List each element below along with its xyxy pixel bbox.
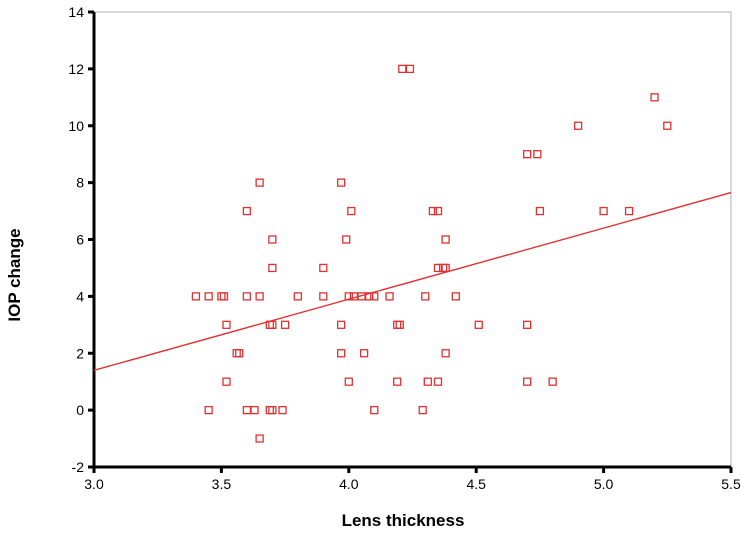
data-point (441, 235, 450, 244)
data-point (433, 206, 443, 216)
data-point (365, 292, 374, 301)
data-point (337, 349, 346, 358)
data-point (370, 405, 379, 415)
data-point (191, 292, 201, 301)
data-point (344, 292, 353, 301)
data-point (268, 405, 277, 415)
data-point (219, 292, 229, 301)
y-tick-label: 0 (76, 402, 84, 418)
data-point (255, 178, 264, 187)
data-point (337, 320, 346, 329)
data-point (250, 405, 259, 415)
data-point (523, 377, 532, 386)
data-point (222, 320, 231, 329)
data-point (319, 263, 328, 273)
x-tick-label: 5.0 (594, 476, 614, 492)
data-point (441, 263, 450, 273)
data-point (474, 320, 483, 329)
data-point (235, 349, 244, 358)
data-point (663, 121, 672, 130)
data-point (268, 320, 277, 329)
data-point (624, 206, 634, 216)
data-point (393, 377, 402, 386)
data-point (433, 377, 443, 386)
data-point (423, 377, 432, 386)
regression-line-group (93, 191, 732, 371)
y-tick-label: -2 (72, 459, 85, 475)
data-point (222, 377, 231, 386)
data-point (451, 292, 460, 301)
data-point (204, 292, 213, 301)
data-point (395, 320, 404, 329)
y-tick-label: 12 (68, 61, 84, 77)
data-point (405, 64, 415, 74)
data-point (441, 349, 450, 358)
y-axis-title: IOP change (5, 228, 24, 321)
data-point (370, 292, 379, 301)
y-tick-label: 2 (76, 345, 84, 361)
x-tick-label: 4.0 (339, 476, 359, 492)
data-point (278, 405, 287, 415)
x-axis-title: Lens thickness (342, 511, 465, 530)
data-point (255, 434, 264, 443)
y-tick-label: 4 (76, 288, 84, 304)
data-point (421, 292, 430, 301)
data-point (523, 320, 532, 329)
data-point (255, 292, 264, 301)
x-axis-ticks: 3.0 3.5 4.0 4.5 5.0 5.5 (84, 467, 741, 492)
y-axis-ticks: -2 0 2 4 6 8 10 12 14 (68, 4, 94, 475)
y-tick-label: 8 (76, 175, 84, 191)
data-point (535, 206, 545, 216)
x-tick-label: 5.5 (721, 476, 741, 492)
regression-line (93, 191, 732, 371)
data-point (418, 405, 427, 415)
data-point (344, 377, 353, 386)
data-point (242, 206, 252, 216)
y-tick-label: 6 (76, 232, 84, 248)
x-tick-label: 3.5 (212, 476, 232, 492)
data-point (293, 292, 302, 301)
data-point (548, 377, 557, 386)
data-point (268, 235, 277, 244)
data-point (319, 292, 328, 301)
y-tick-label: 10 (68, 118, 84, 134)
data-point (347, 206, 356, 216)
data-point (337, 178, 346, 187)
data-point (268, 263, 277, 273)
data-point (573, 121, 583, 130)
x-tick-label: 3.0 (84, 476, 104, 492)
data-point (650, 93, 659, 102)
data-point (342, 235, 351, 244)
data-point (599, 206, 608, 216)
data-point (359, 349, 369, 358)
data-point (533, 150, 542, 159)
data-point (280, 320, 290, 329)
data-point (523, 150, 532, 159)
x-tick-label: 4.5 (466, 476, 486, 492)
data-point (204, 405, 213, 415)
data-point (385, 292, 394, 301)
data-point (428, 206, 438, 216)
data-point (242, 292, 252, 301)
data-points (191, 64, 672, 443)
y-tick-label: 14 (68, 4, 84, 20)
